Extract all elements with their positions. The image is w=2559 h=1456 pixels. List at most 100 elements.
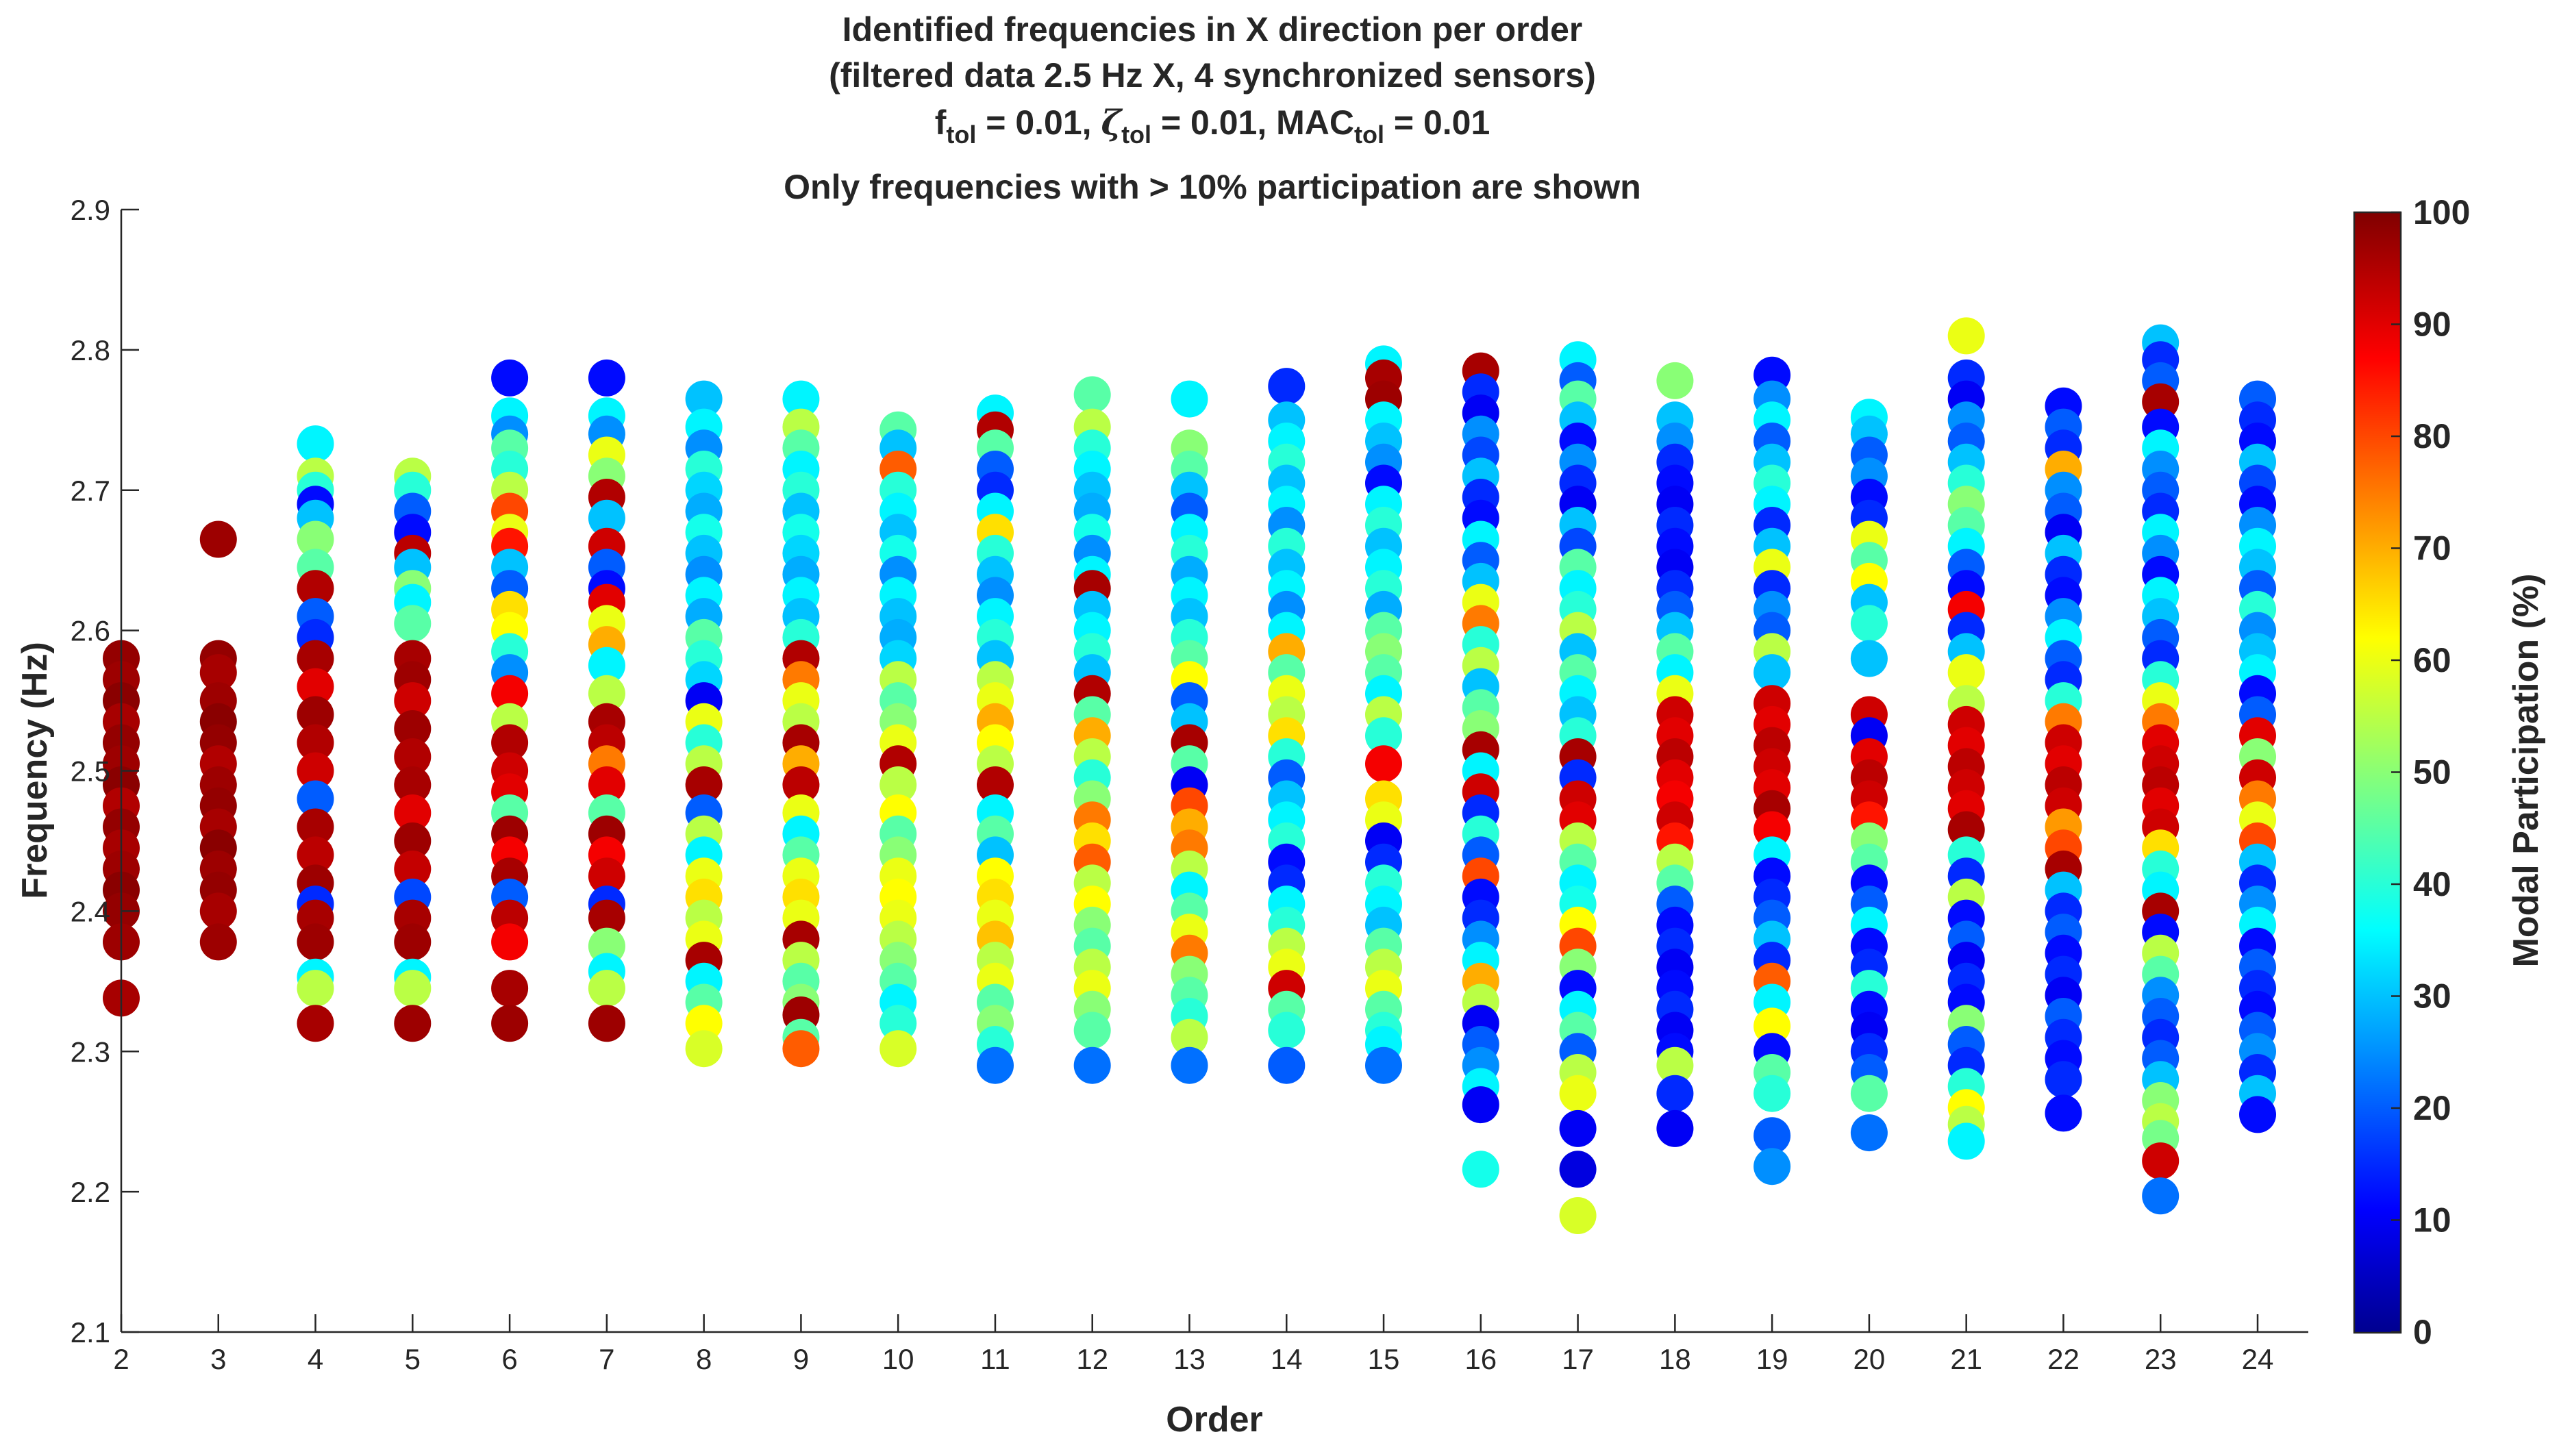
colorbar-ticks: 0 10 20 30 40 50 60 70 80 90 100 [2391, 193, 2470, 1351]
data-point [782, 380, 820, 418]
data-point [491, 923, 529, 961]
x-tick-label: 6 [501, 1343, 517, 1375]
x-tick-label: 9 [793, 1343, 809, 1375]
order-11-series [977, 394, 1014, 1084]
data-point [491, 1005, 529, 1042]
order-8-series [685, 380, 723, 1068]
zeta-value: = 0.01, [1151, 103, 1276, 142]
data-point [491, 675, 529, 712]
x-tick-label: 15 [1368, 1343, 1400, 1375]
colorbar-tick-label: 100 [2413, 193, 2470, 231]
x-tick-label: 8 [696, 1343, 712, 1375]
data-point [199, 892, 237, 930]
x-tick-label: 11 [980, 1343, 1010, 1375]
data-point [297, 836, 334, 874]
data-point [879, 766, 917, 803]
data-point [297, 696, 334, 733]
x-tick-label: 19 [1756, 1343, 1788, 1375]
scatter-points [103, 317, 2276, 1234]
data-point [394, 682, 432, 720]
y-axis-ticks: 2.1 2.2 2.3 2.4 2.5 2.6 2.7 2.8 2.9 [71, 194, 139, 1348]
data-point [588, 499, 625, 537]
data-point [297, 970, 334, 1007]
f-value: = 0.01, [976, 103, 1101, 142]
colorbar-tick-label: 90 [2413, 305, 2451, 344]
chart-title: Identified frequencies in X direction pe… [784, 10, 1641, 206]
data-point [1462, 1151, 1499, 1188]
data-point [394, 1005, 432, 1042]
data-point [1947, 811, 1985, 849]
x-tick-label: 3 [210, 1343, 226, 1375]
data-point [2142, 383, 2180, 421]
data-point [394, 738, 432, 775]
data-point [1559, 1197, 1597, 1234]
data-point [394, 605, 432, 642]
x-axis-ticks: 2 3 4 5 6 7 8 9 10 11 12 13 14 15 16 17 18 19 20 21 22 23 24 [113, 1314, 2273, 1375]
data-point [1947, 1122, 1985, 1160]
data-point [588, 927, 625, 965]
data-point [297, 640, 334, 677]
data-point [782, 1030, 820, 1068]
x-tick-label: 17 [1562, 1343, 1594, 1375]
data-point [1073, 376, 1111, 414]
y-tick-label: 2.5 [71, 755, 110, 788]
data-point [1850, 1075, 1888, 1112]
order-3-series [199, 520, 237, 961]
data-point [1656, 1109, 1694, 1147]
order-10-series [879, 411, 917, 1068]
data-point [1268, 1012, 1306, 1049]
data-point [297, 923, 334, 961]
colorbar-tick-label: 60 [2413, 641, 2451, 679]
order-13-series [1171, 380, 1208, 1084]
data-point [1656, 1046, 1694, 1084]
data-point [297, 724, 334, 762]
order-14-series [1268, 368, 1306, 1084]
data-point [1753, 654, 1791, 692]
colorbar-tick-label: 30 [2413, 977, 2451, 1016]
order-18-series [1656, 362, 1694, 1147]
f-subscript: tol [946, 121, 976, 149]
zeta-subscript: tol [1121, 121, 1151, 149]
data-point [2142, 1177, 2180, 1215]
data-point [199, 520, 237, 558]
data-point [199, 654, 237, 692]
data-point [879, 1005, 917, 1042]
data-point [297, 570, 334, 607]
order-19-series [1753, 356, 1791, 1185]
data-point [588, 359, 625, 397]
x-tick-label: 20 [1853, 1343, 1886, 1375]
data-point [879, 1030, 917, 1068]
colorbar-tick-label: 20 [2413, 1089, 2451, 1127]
data-point [491, 724, 529, 762]
data-point [1462, 1086, 1499, 1124]
data-point [588, 970, 625, 1007]
data-point [1171, 380, 1208, 418]
data-point [394, 822, 432, 859]
data-point [1753, 1117, 1791, 1155]
title-line-tolerances: ftol = 0.01, ζtol = 0.01, MACtol = 0.01 [935, 102, 1490, 149]
colorbar-tick-label: 0 [2413, 1313, 2432, 1351]
data-point [297, 752, 334, 790]
x-tick-label: 16 [1464, 1343, 1497, 1375]
order-15-series [1365, 345, 1402, 1084]
order-24-series [2239, 380, 2276, 1133]
data-point [1753, 1007, 1791, 1045]
y-tick-label: 2.7 [71, 475, 110, 507]
x-tick-label: 13 [1173, 1343, 1206, 1375]
x-tick-label: 18 [1659, 1343, 1691, 1375]
data-point [2239, 1096, 2276, 1133]
data-point [1365, 717, 1402, 755]
order-9-series [782, 380, 820, 1068]
order-17-series [1559, 341, 1597, 1234]
data-point [1559, 1075, 1597, 1112]
x-axis-label: Order [1166, 1400, 1263, 1440]
data-point [977, 1046, 1014, 1084]
data-point [1753, 1075, 1791, 1112]
data-point [1559, 1151, 1597, 1188]
x-tick-label: 2 [113, 1343, 129, 1375]
x-tick-label: 21 [1950, 1343, 1982, 1375]
data-point [1656, 362, 1694, 399]
title-line-3: Only frequencies with > 10% participatio… [784, 168, 1641, 206]
data-point [1073, 1012, 1111, 1049]
data-point [588, 1005, 625, 1042]
